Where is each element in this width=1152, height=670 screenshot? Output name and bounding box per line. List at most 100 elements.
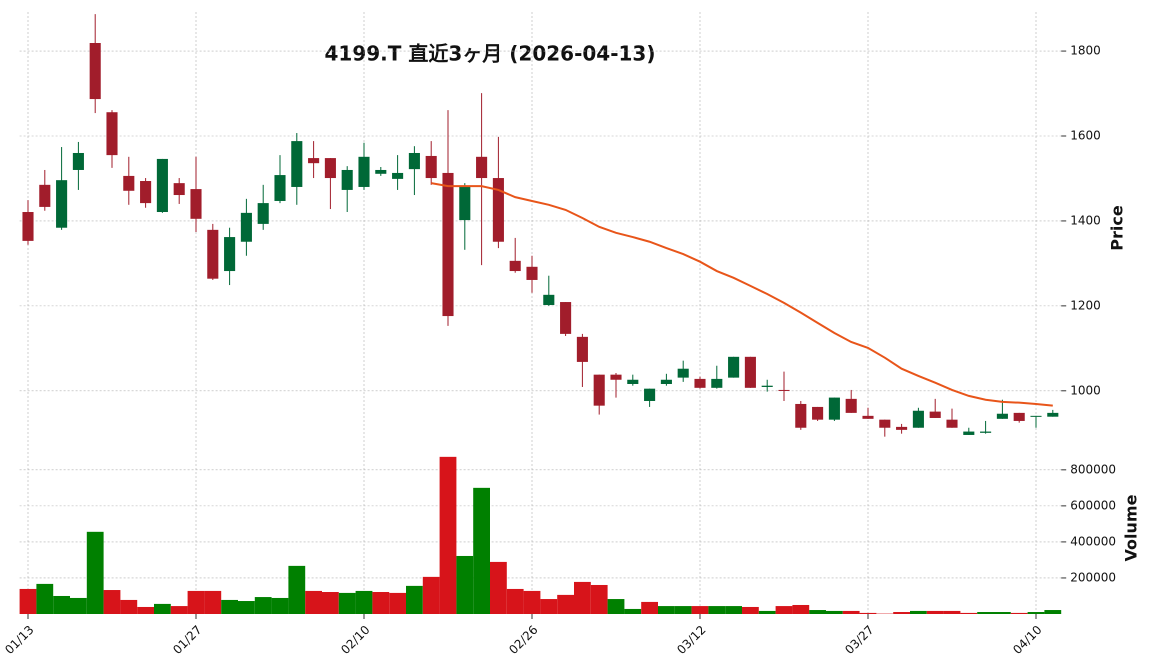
volume-bar — [775, 606, 793, 614]
candle-body — [560, 302, 572, 334]
volume-bar — [943, 610, 961, 614]
price-axis-label: Price — [1108, 205, 1127, 251]
candle-body — [996, 413, 1008, 419]
volume-bar — [859, 612, 877, 614]
candle-body — [862, 415, 874, 419]
volume-bar — [137, 606, 154, 614]
candle-body — [980, 431, 992, 433]
candle-body — [476, 156, 488, 179]
candle-body — [408, 152, 420, 170]
volume-bar — [658, 606, 675, 614]
volume-bar — [406, 585, 423, 614]
candle-body — [190, 189, 202, 219]
x-tick-label: 01/27 — [170, 623, 204, 657]
volume-bar — [490, 561, 507, 614]
volume-bar — [893, 612, 910, 614]
volume-bar — [607, 599, 625, 614]
y-tick-label: 1200 — [1070, 298, 1101, 312]
y-tick-label: 1600 — [1070, 129, 1101, 143]
candle-body — [677, 368, 689, 378]
volume-bar — [826, 610, 843, 614]
candle-body — [140, 181, 152, 204]
candle-body — [879, 419, 891, 428]
chart-title: 4199.T 直近3ヶ月 (2026-04-13) — [325, 42, 656, 66]
candle-body — [308, 158, 320, 164]
candle-body — [22, 212, 34, 241]
volume-bar — [322, 592, 339, 614]
volume-bar — [288, 565, 306, 614]
volume-bar — [708, 606, 726, 614]
candle-body — [660, 379, 672, 384]
volume-bar — [540, 599, 558, 614]
volume-bar — [624, 608, 642, 614]
volume-bar — [742, 606, 759, 614]
candle-body — [694, 378, 706, 388]
volume-bar — [19, 588, 37, 614]
candle-body — [912, 410, 924, 428]
candle-body — [123, 175, 135, 191]
candle-body — [240, 212, 252, 242]
volume-bar — [473, 487, 490, 614]
volume-bar — [641, 601, 658, 614]
volume-bar — [590, 584, 608, 614]
candle-body — [896, 426, 908, 430]
volume-bar — [439, 456, 457, 614]
candle-body — [1013, 412, 1025, 421]
candle-body — [812, 406, 824, 420]
volume-tick-label: 400000 — [1070, 534, 1116, 548]
candle-body — [946, 419, 958, 428]
y-tick-label: 1400 — [1070, 213, 1101, 227]
candle-body — [39, 184, 51, 207]
x-tick-label: 02/26 — [506, 623, 540, 657]
candle-body — [526, 266, 538, 280]
candle-body — [425, 155, 437, 179]
volume-bar — [842, 610, 860, 614]
volume-bar — [238, 601, 255, 614]
volume-bar — [960, 612, 978, 614]
candle-body — [593, 374, 605, 406]
volume-bar — [271, 597, 289, 614]
candle-body — [274, 175, 286, 201]
volume-bar — [456, 555, 474, 614]
volume-bar — [926, 610, 944, 614]
candle-body — [744, 356, 756, 388]
volume-bar — [574, 581, 591, 614]
candle-body — [106, 112, 118, 156]
volume-bar — [994, 612, 1011, 614]
x-tick-label: 04/10 — [1010, 623, 1044, 657]
candle-body — [795, 403, 807, 428]
candle-body — [56, 180, 68, 228]
volume-tick-label: 600000 — [1070, 498, 1116, 512]
candle-body — [828, 397, 840, 420]
candle-body — [576, 336, 588, 362]
candle-body — [324, 158, 336, 179]
candle-body — [207, 229, 219, 279]
volume-bar — [86, 531, 104, 614]
candle-body — [509, 260, 521, 272]
moving-average-line — [431, 182, 1053, 407]
candle-body — [156, 158, 168, 213]
candle-body — [711, 378, 723, 388]
volume-bar — [389, 592, 406, 614]
volume-bar — [422, 576, 440, 614]
x-tick-label: 02/10 — [338, 623, 372, 657]
volume-bar — [355, 590, 373, 614]
volume-tick-label: 800000 — [1070, 462, 1116, 476]
volume-bar — [372, 592, 390, 614]
volume-bar — [809, 610, 826, 614]
candle-body — [492, 178, 504, 242]
candle-body — [89, 43, 101, 100]
volume-bar — [170, 606, 188, 614]
volume-bar — [221, 599, 238, 614]
volume-bar — [725, 606, 742, 614]
volume-bar — [506, 588, 524, 614]
volume-bar — [53, 595, 70, 614]
volume-bar — [338, 592, 356, 614]
volume-bar — [557, 594, 574, 614]
candle-body — [929, 411, 941, 418]
candle-body — [72, 152, 84, 170]
volume-bar — [910, 610, 927, 614]
volume-bar — [36, 583, 54, 614]
volume-bar — [1010, 612, 1028, 614]
